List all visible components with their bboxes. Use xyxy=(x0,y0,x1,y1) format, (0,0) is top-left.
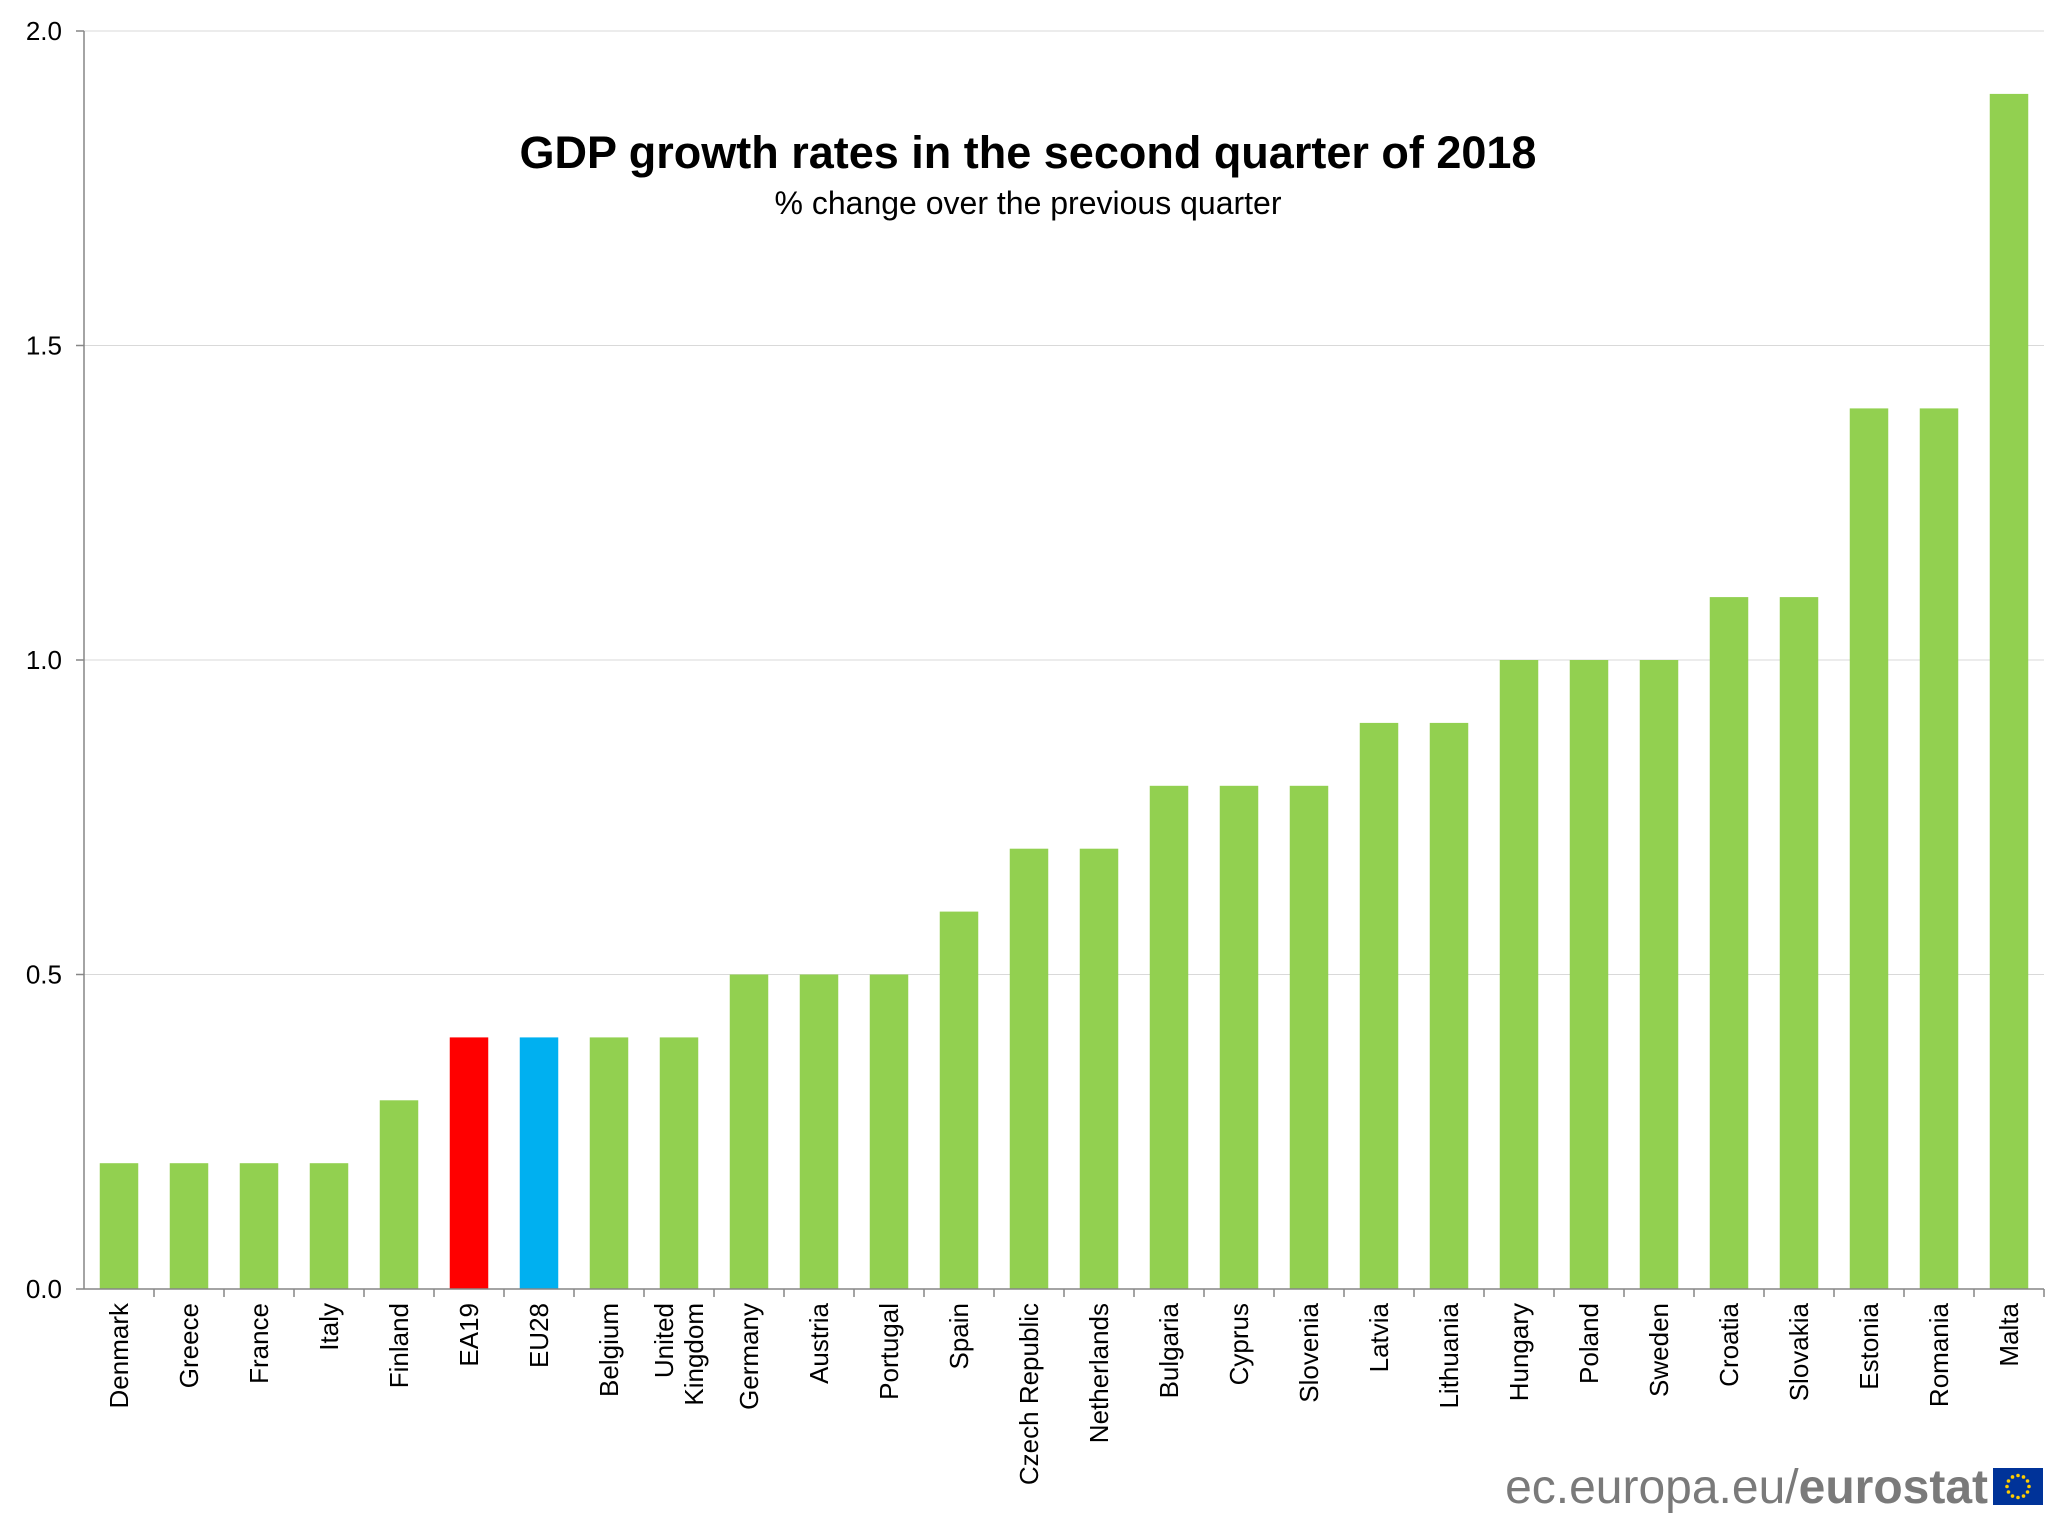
bar-slovenia xyxy=(1289,785,1329,1289)
y-tick-label: 1.5 xyxy=(26,331,62,361)
bar-netherlands xyxy=(1079,848,1119,1289)
x-tick-label: Estonia xyxy=(1854,1302,1884,1389)
y-tick-label: 0.0 xyxy=(26,1274,62,1304)
bar-austria xyxy=(799,974,839,1289)
x-tick-label: Germany xyxy=(734,1303,764,1410)
y-tick-label: 0.5 xyxy=(26,960,62,990)
bar-poland xyxy=(1569,660,1609,1289)
x-tick-label: Finland xyxy=(384,1303,414,1388)
x-tick-label: Spain xyxy=(944,1303,974,1370)
y-tick-label: 2.0 xyxy=(26,16,62,46)
bar-portugal xyxy=(869,974,909,1289)
x-tick-label: UnitedKingdom xyxy=(649,1303,709,1406)
bar-lithuania xyxy=(1429,722,1469,1289)
bar-ea19 xyxy=(449,1037,489,1289)
bar-cyprus xyxy=(1219,785,1259,1289)
x-tick-label: Czech Republic xyxy=(1014,1303,1044,1485)
x-tick-label: EA19 xyxy=(454,1303,484,1367)
bar-croatia xyxy=(1709,597,1749,1289)
x-tick-label: Latvia xyxy=(1364,1302,1394,1372)
eurostat-logo: ec.europa.eu/eurostat xyxy=(1505,1461,2043,1514)
x-tick-label: Italy xyxy=(314,1303,344,1351)
bar-latvia xyxy=(1359,722,1399,1289)
x-tick-label: Sweden xyxy=(1644,1303,1674,1397)
axes xyxy=(76,30,2045,1297)
x-tick-label: Cyprus xyxy=(1224,1303,1254,1385)
x-tick-label: Lithuania xyxy=(1434,1302,1464,1408)
bar-denmark xyxy=(99,1163,139,1289)
bar-malta xyxy=(1989,93,2029,1289)
x-tick-label: Romania xyxy=(1924,1302,1954,1407)
bar-romania xyxy=(1919,408,1959,1289)
bar-finland xyxy=(379,1100,419,1289)
logo-text: ec.europa.eu/eurostat xyxy=(1505,1461,1988,1514)
x-tick-label: France xyxy=(244,1303,274,1384)
bar-estonia xyxy=(1849,408,1889,1289)
bar-hungary xyxy=(1499,660,1539,1289)
x-tick-label: EU28 xyxy=(524,1303,554,1368)
bar-czech-republic xyxy=(1009,848,1049,1289)
bar-sweden xyxy=(1639,660,1679,1289)
x-tick-labels: Denmark Greece France Italy Finland EA19 EU28 B… xyxy=(104,1302,2024,1485)
bar-eu28 xyxy=(519,1037,559,1289)
x-tick-label: Bulgaria xyxy=(1154,1302,1184,1398)
x-tick-label: Denmark xyxy=(104,1302,134,1408)
x-tick-label: Slovenia xyxy=(1294,1302,1324,1402)
bar-italy xyxy=(309,1163,349,1289)
y-tick-labels: 0.0 0.5 1.0 1.5 2.0 xyxy=(26,16,62,1304)
x-tick-label: Slovakia xyxy=(1784,1302,1814,1401)
x-tick-label: Greece xyxy=(174,1303,204,1388)
bar-spain xyxy=(939,911,979,1289)
bar-united-kingdom xyxy=(659,1037,699,1289)
x-tick-label: Croatia xyxy=(1714,1302,1744,1386)
bar-belgium xyxy=(589,1037,629,1289)
bars xyxy=(99,93,2029,1289)
chart-title: GDP growth rates in the second quarter o… xyxy=(520,127,1537,178)
x-tick-label: Hungary xyxy=(1504,1303,1534,1401)
eu-flag-icon xyxy=(1993,1468,2043,1505)
x-tick-label: Netherlands xyxy=(1084,1303,1114,1443)
x-tick-label: Belgium xyxy=(594,1303,624,1397)
bar-germany xyxy=(729,974,769,1289)
bar-slovakia xyxy=(1779,597,1819,1289)
x-tick-label: Portugal xyxy=(874,1303,904,1400)
bar-bulgaria xyxy=(1149,785,1189,1289)
x-tick-label: Malta xyxy=(1994,1302,2024,1366)
chart-subtitle: % change over the previous quarter xyxy=(775,185,1282,221)
x-tick-label: Poland xyxy=(1574,1303,1604,1384)
bar-france xyxy=(239,1163,279,1289)
y-tick-label: 1.0 xyxy=(26,645,62,675)
bar-greece xyxy=(169,1163,209,1289)
x-tick-label: Austria xyxy=(804,1302,834,1383)
